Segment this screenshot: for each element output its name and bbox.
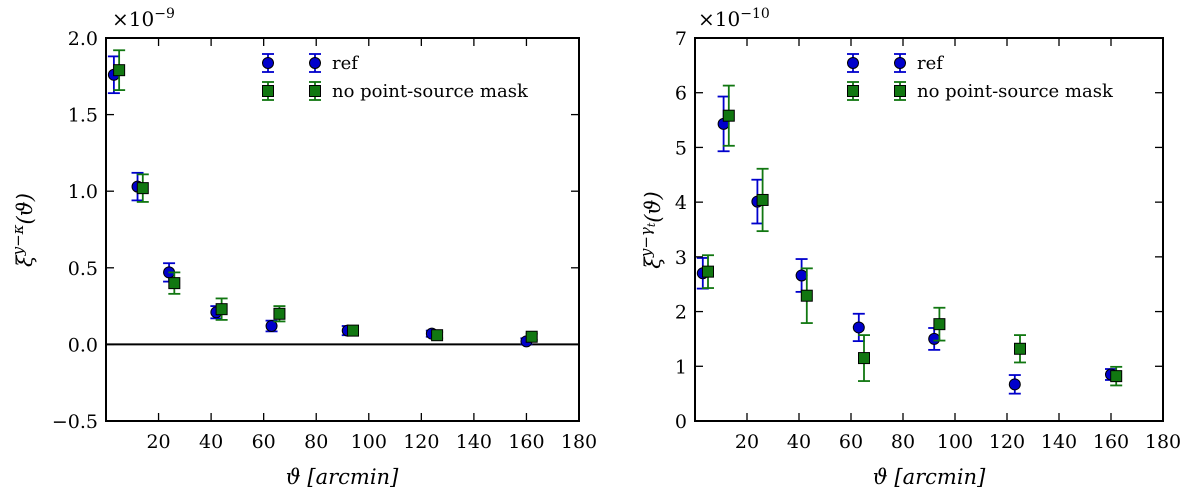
- left-legend-no-mask-label: no point-source mask: [332, 81, 529, 102]
- left-legend: ref no point-source mask: [262, 53, 529, 102]
- left-legend-no-mask-marker-b: [309, 85, 321, 97]
- right-no-mask-point: [756, 193, 769, 206]
- right-legend-ref-marker-b: [894, 57, 906, 69]
- left-x-tick-label: 100: [351, 431, 387, 453]
- right-x-tick-label: 20: [735, 431, 759, 453]
- left-no-mask-point: [136, 182, 149, 195]
- left-no-mask-point: [431, 329, 444, 342]
- right-plot-frame: [694, 37, 1164, 422]
- right-y-tick-label: 0: [675, 411, 687, 433]
- left-no-mask-point: [273, 307, 286, 320]
- right-no-mask-point: [933, 318, 946, 331]
- right-x-tick-label: 100: [937, 431, 973, 453]
- right-legend-no-mask-marker-b: [894, 85, 906, 97]
- right-y-tick-label: 1: [675, 356, 687, 378]
- right-ref-point: [852, 321, 865, 334]
- right-ref-point: [928, 332, 941, 345]
- left-no-mask-point: [113, 64, 126, 77]
- right-ref-point: [1008, 378, 1021, 391]
- left-x-tick-label: 180: [561, 431, 597, 453]
- right-x-tick-label: 180: [1145, 431, 1181, 453]
- left-no-mask-point: [525, 330, 538, 343]
- left-legend-ref-marker-b: [309, 57, 321, 69]
- left-y-tick-label: 2.0: [68, 28, 98, 50]
- left-x-tick-label: 120: [403, 431, 439, 453]
- left-y-axis-label: ξy−κ(ϑ): [9, 193, 37, 267]
- right-x-axis-label: ϑ [arcmin]: [873, 465, 986, 489]
- left-y-tick-label: 1.0: [68, 181, 98, 203]
- right-no-mask-point: [858, 352, 870, 365]
- left-x-tick-label: 40: [199, 431, 223, 453]
- left-legend-no-mask-marker-a: [262, 85, 274, 97]
- right-ref-point: [795, 269, 808, 282]
- left-x-tick-label: 160: [508, 431, 544, 453]
- left-y-tick-label: 0.0: [68, 334, 98, 356]
- right-no-mask-point: [1110, 370, 1123, 383]
- right-multiplier: ×10−10: [698, 6, 770, 31]
- right-y-axis-label: ξy−γt(ϑ): [637, 191, 665, 268]
- right-no-mask-point: [1014, 342, 1026, 355]
- left-no-mask-point: [215, 303, 228, 316]
- right-legend-ref-marker-a: [847, 57, 859, 69]
- right-x-tick-label: 140: [1041, 431, 1077, 453]
- right-no-mask-point: [800, 289, 813, 302]
- left-x-tick-label: 140: [456, 431, 492, 453]
- right-chart-panel: 20 40 60 80 100 120 140 160 180 0 1 2 3 4 5 6 7 ×10−10 ϑ…: [637, 6, 1181, 489]
- right-y-tick-label: 5: [675, 137, 687, 159]
- left-x-tick-label: 20: [146, 431, 170, 453]
- left-y-tick-label: −0.5: [52, 411, 98, 433]
- left-ref-point: [265, 320, 278, 333]
- left-legend-ref-marker-a: [262, 57, 274, 69]
- left-x-tick-label: 60: [252, 431, 276, 453]
- left-plot-frame: [105, 37, 580, 422]
- right-x-tick-label: 160: [1093, 431, 1129, 453]
- right-y-tick-label: 3: [675, 247, 687, 269]
- left-x-tick-label: 80: [304, 431, 328, 453]
- right-legend-no-mask-marker-a: [847, 85, 859, 97]
- right-no-mask-point: [722, 109, 735, 122]
- right-x-tick-label: 120: [989, 431, 1025, 453]
- right-no-mask-point: [702, 265, 714, 278]
- right-x-tick-label: 60: [839, 431, 863, 453]
- left-x-axis-label: ϑ [arcmin]: [286, 465, 399, 489]
- left-y-tick-label: 0.5: [68, 258, 98, 280]
- right-x-tick-label: 80: [891, 431, 915, 453]
- left-multiplier: ×10−9: [112, 6, 175, 31]
- right-y-tick-label: 4: [675, 192, 687, 214]
- right-y-tick-label: 6: [675, 83, 687, 105]
- left-y-tick-label: 1.5: [68, 105, 98, 127]
- right-y-tick-label: 7: [675, 28, 687, 50]
- left-legend-ref-label: ref: [332, 53, 359, 74]
- left-no-mask-point: [168, 277, 181, 290]
- left-chart-panel: 20 40 60 80 100 120 140 160 180 −0.5 0.0 0.5 1.0 1.5 2…: [9, 6, 597, 489]
- left-no-mask-point: [347, 324, 360, 337]
- right-legend: ref no point-source mask: [847, 53, 1114, 102]
- right-x-tick-label: 40: [787, 431, 811, 453]
- right-y-tick-label: 2: [675, 302, 687, 324]
- right-legend-no-mask-label: no point-source mask: [917, 81, 1114, 102]
- right-legend-ref-label: ref: [917, 53, 944, 74]
